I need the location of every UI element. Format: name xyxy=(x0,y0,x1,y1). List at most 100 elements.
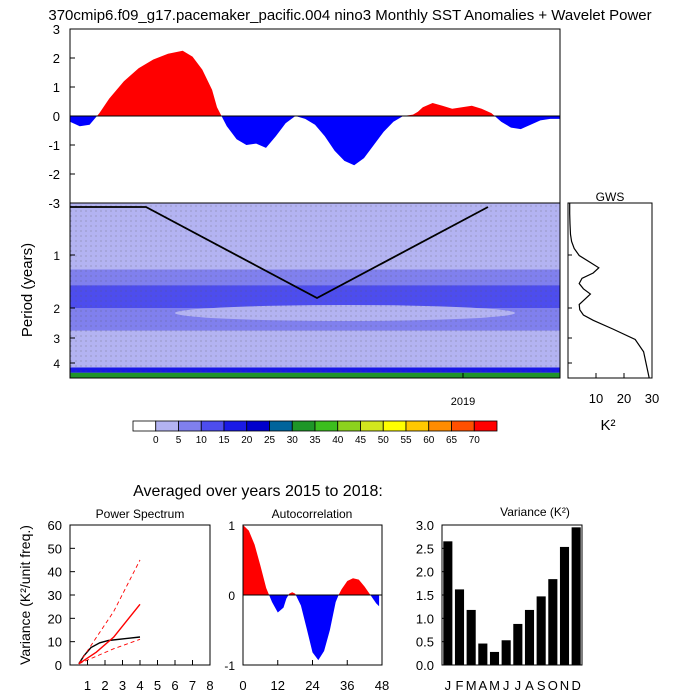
sst-ytick-label: -3 xyxy=(48,196,60,211)
monthly-variance-xtick-label: M xyxy=(489,678,500,693)
sst-anomaly-region-2 xyxy=(221,116,296,148)
monthly-variance-bar-5 xyxy=(501,640,511,665)
gws-xtick-label: 10 xyxy=(589,391,603,406)
wavelet-xticks: 2019 xyxy=(451,373,475,408)
wavelet-ylabel: Period (years) xyxy=(19,243,36,337)
sst-ytick-label: 0 xyxy=(53,109,60,124)
sst-anomaly-region-0 xyxy=(70,116,97,127)
colorbar: 0 5 10 15 20 25 30 35 40 45 50 55 60 65 70 xyxy=(132,420,498,446)
wavelet-plot-frame xyxy=(69,202,561,379)
autocorrelation-xticks: 0 12 24 36 48 xyxy=(239,660,389,693)
monthly-variance-frame xyxy=(441,524,583,666)
monthly-variance-bar-8 xyxy=(536,596,546,665)
autocorrelation-xtick-label: 0 xyxy=(239,678,246,693)
gws-plot-frame xyxy=(567,202,653,379)
power-spectrum-ytick-label: 40 xyxy=(48,565,62,580)
colorbar-label: 5 xyxy=(176,435,182,446)
colorbar-label: 40 xyxy=(332,435,344,446)
monthly-variance-xtick-label: J xyxy=(515,678,522,693)
power-spectrum-xtick-label: 7 xyxy=(189,678,196,693)
power-spectrum-lines xyxy=(78,559,141,665)
power-spectrum-xtick-label: 8 xyxy=(206,678,213,693)
colorbar-box-9 xyxy=(337,420,361,432)
monthly-variance-ytick-label: 1.0 xyxy=(416,611,434,626)
power-spectrum-frame xyxy=(69,524,211,666)
sst-anomaly-fills xyxy=(70,50,560,166)
colorbar-box-2 xyxy=(178,420,202,432)
monthly-variance-xtick-label: M xyxy=(466,678,477,693)
power-spectrum-xtick-label: 4 xyxy=(136,678,143,693)
cone-of-influence xyxy=(70,206,489,300)
colorbar-label: 50 xyxy=(378,435,390,446)
sst-anomaly-region-4 xyxy=(295,116,404,166)
autocorrelation-xtick-label: 24 xyxy=(305,678,319,693)
power-spectrum-series-1 xyxy=(78,603,141,665)
gws-panel: GWS 10 20 30 K² xyxy=(567,190,659,434)
gws-xticks: 10 20 30 xyxy=(568,254,659,406)
monthly-variance-bar-10 xyxy=(559,546,570,665)
colorbar-labels: 0 5 10 15 20 25 30 35 40 45 50 55 60 65 70 xyxy=(153,435,480,446)
colorbar-box-11 xyxy=(382,420,407,432)
colorbar-box-8 xyxy=(314,420,339,432)
colorbar-label: 65 xyxy=(446,435,458,446)
monthly-variance-bar-0 xyxy=(443,541,453,665)
wavelet-ytick-label: 1 xyxy=(53,249,60,263)
autocorrelation-frame xyxy=(242,524,383,666)
autocorrelation-xtick-label: 12 xyxy=(271,678,285,693)
sst-ytick-label: 2 xyxy=(53,51,60,66)
gws-xlabel: K² xyxy=(601,417,616,434)
autocorrelation-region-2 xyxy=(288,592,296,595)
monthly-variance-bar-6 xyxy=(513,623,523,665)
colorbar-label: 0 xyxy=(153,435,159,446)
monthly-variance-bar-9 xyxy=(548,579,558,665)
colorbar-label: 25 xyxy=(264,435,276,446)
wavelet-ytick-label: 4 xyxy=(53,357,60,371)
colorbar-boxes xyxy=(132,420,498,432)
power-spectrum-title: Power Spectrum xyxy=(96,507,185,521)
colorbar-box-13 xyxy=(428,420,452,432)
monthly-variance-bar-1 xyxy=(454,589,465,665)
wavelet-power-panel: 1 2 3 4 2019 Period (years) xyxy=(19,202,561,408)
autocorrelation-ytick-label: -1 xyxy=(224,659,235,673)
gws-xtick-label: 20 xyxy=(617,391,631,406)
power-spectrum-ytick-label: 60 xyxy=(48,518,62,533)
monthly-variance-ytick-label: 2.5 xyxy=(416,541,434,556)
monthly-variance-xtick-label: F xyxy=(456,678,464,693)
colorbar-label: 20 xyxy=(241,435,253,446)
power-spectrum-ytick-label: 30 xyxy=(48,588,62,603)
power-spectrum-ylabel: Variance (K²/unit freq.) xyxy=(17,525,33,665)
power-spectrum-yticks: 0 10 20 30 40 50 60 xyxy=(48,518,75,673)
autocorrelation-ytick-label: 1 xyxy=(228,519,235,533)
autocorrelation-region-0 xyxy=(243,525,270,595)
sst-anomaly-region-5 xyxy=(403,103,495,116)
wavelet-xtick-label: 2019 xyxy=(451,396,475,408)
power-spectrum-ytick-label: 0 xyxy=(55,658,62,673)
wavelet-ytick-label: 2 xyxy=(53,302,60,316)
power-spectrum-series-2 xyxy=(78,559,141,665)
page-title: 370cmip6.f09_g17.pacemaker_pacific.004 n… xyxy=(48,7,651,24)
colorbar-box-10 xyxy=(360,420,384,432)
colorbar-label: 55 xyxy=(400,435,412,446)
averaged-title: Averaged over years 2015 to 2018: xyxy=(133,483,383,500)
monthly-variance-bars xyxy=(443,527,581,665)
colorbar-box-6 xyxy=(269,420,293,432)
gws-title: GWS xyxy=(596,190,625,204)
colorbar-box-0 xyxy=(132,420,157,432)
colorbar-label: 60 xyxy=(423,435,435,446)
power-spectrum-xtick-label: 3 xyxy=(119,678,126,693)
monthly-variance-xtick-label: D xyxy=(571,678,580,693)
colorbar-label: 35 xyxy=(309,435,321,446)
monthly-variance-xtick-label: S xyxy=(537,678,546,693)
colorbar-label: 70 xyxy=(469,435,481,446)
sst-ytick-label: -2 xyxy=(48,167,60,182)
monthly-variance-yticks: 0.0 0.5 1.0 1.5 2.0 2.5 3.0 xyxy=(416,518,447,673)
monthly-variance-xtick-label: J xyxy=(445,678,452,693)
sst-ytick-label: 3 xyxy=(53,22,60,37)
gws-xtick-label: 30 xyxy=(645,391,659,406)
autocorrelation-region-1 xyxy=(269,595,289,613)
power-spectrum-xtick-label: 6 xyxy=(171,678,178,693)
colorbar-box-4 xyxy=(223,420,248,432)
colorbar-box-3 xyxy=(200,420,225,432)
colorbar-box-14 xyxy=(451,420,475,432)
